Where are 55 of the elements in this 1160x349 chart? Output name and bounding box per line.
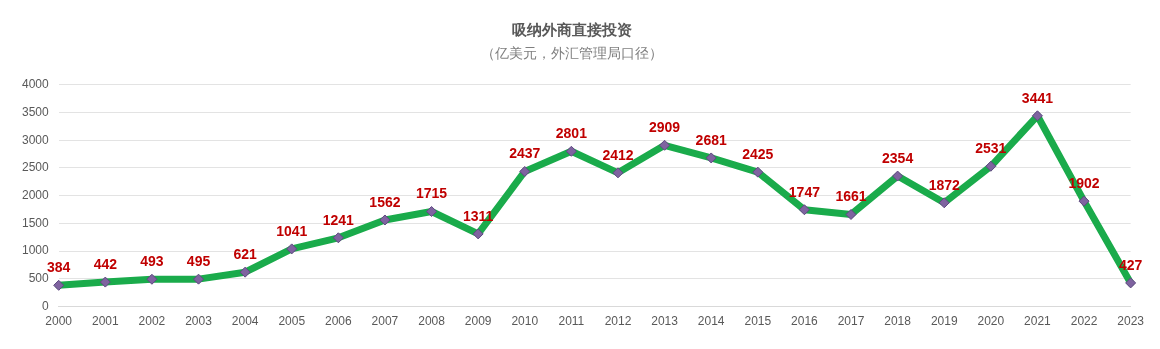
x-tick-label: 2018: [884, 314, 912, 329]
data-label: 621: [233, 246, 258, 263]
x-tick-label: 2008: [418, 314, 446, 329]
y-tick-label: 0: [42, 298, 50, 313]
data-label: 1661: [835, 188, 867, 205]
x-tick-label: 2002: [138, 314, 166, 329]
x-tick-label: 2011: [558, 314, 585, 329]
x-tick-label: 2007: [371, 314, 399, 329]
data-label: 384: [47, 259, 71, 276]
x-tick-label: 2003: [185, 314, 213, 329]
x-tick-label: 2014: [697, 314, 725, 329]
x-tick-label: 2005: [278, 314, 306, 329]
x-tick-label: 2006: [324, 314, 353, 329]
data-label: 2437: [509, 145, 541, 162]
x-tick-label: 2010: [511, 314, 539, 329]
x-tick-label: 2023: [1117, 314, 1145, 329]
y-tick-label: 1000: [21, 243, 50, 258]
data-label: 493: [140, 253, 164, 270]
data-label: 442: [93, 255, 118, 272]
x-tick-label: 2012: [604, 314, 632, 329]
chart-subtitle: （亿美元，外汇管理局口径）: [481, 45, 663, 62]
x-tick-label: 2017: [837, 314, 865, 329]
x-tick-label: 2016: [791, 314, 819, 329]
x-tick-label: 2020: [977, 314, 1005, 329]
y-tick-label: 500: [28, 271, 50, 286]
data-label: 1241: [322, 211, 355, 228]
data-label: 495: [186, 253, 211, 270]
data-label: 1562: [369, 193, 401, 210]
y-tick-label: 2000: [21, 188, 50, 203]
y-tick-label: 3000: [21, 132, 50, 147]
y-tick-label: 4000: [21, 77, 50, 92]
chart-title: 吸纳外商直接投资: [512, 21, 632, 39]
x-tick-label: 2001: [91, 314, 119, 329]
x-tick-label: 2004: [231, 314, 259, 329]
data-label: 2425: [742, 145, 774, 162]
data-label: 1872: [928, 176, 961, 193]
x-tick-label: 2022: [1070, 314, 1098, 329]
y-tick-label: 1500: [21, 215, 50, 230]
data-label: 2412: [602, 146, 634, 163]
x-tick-label: 2019: [930, 314, 958, 329]
x-tick-label: 2000: [45, 314, 73, 329]
data-label: 1041: [276, 222, 308, 239]
x-tick-label: 2009: [464, 314, 492, 329]
data-label: 2354: [882, 149, 914, 166]
x-tick-label: 2013: [651, 314, 679, 329]
data-label: 2909: [649, 119, 681, 136]
y-tick-label: 2500: [21, 160, 50, 175]
data-label: 2681: [695, 131, 727, 148]
data-label: 3441: [1021, 89, 1054, 106]
data-label: 1715: [415, 185, 448, 202]
y-tick-label: 3500: [21, 104, 50, 119]
x-tick-label: 2015: [744, 314, 772, 329]
data-label: 1747: [788, 183, 821, 200]
data-label: 2801: [555, 125, 588, 142]
x-tick-label: 2021: [1024, 314, 1052, 329]
